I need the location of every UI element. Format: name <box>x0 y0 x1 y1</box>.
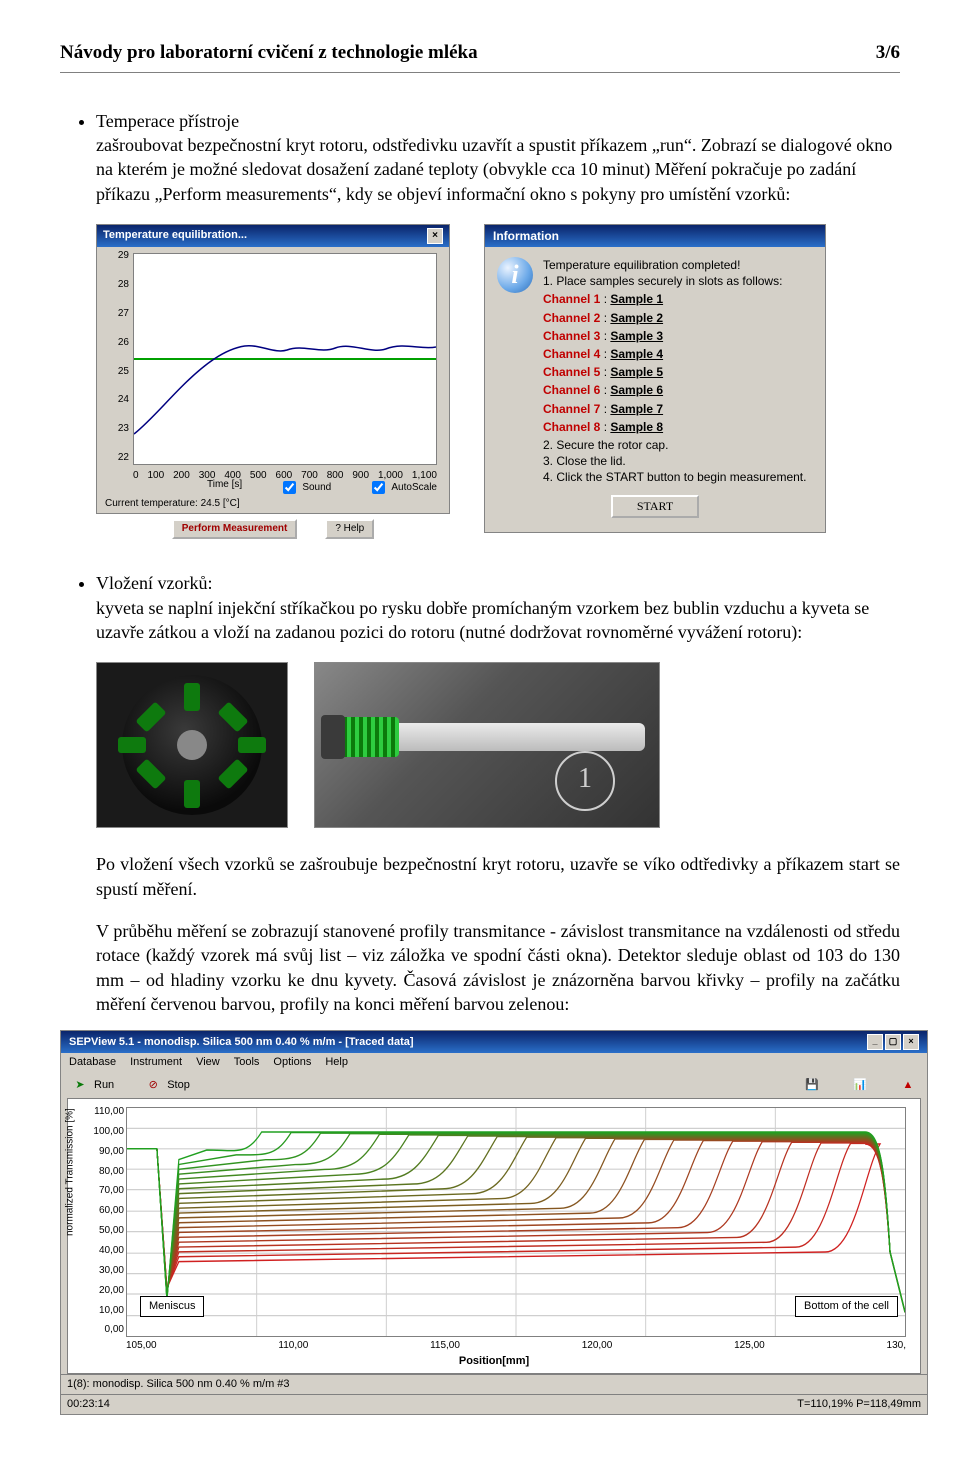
menu-instrument[interactable]: Instrument <box>130 1055 182 1070</box>
graph-red-icon[interactable]: ▲ <box>899 1076 917 1094</box>
menu-options[interactable]: Options <box>273 1055 311 1070</box>
close-icon[interactable]: × <box>903 1034 919 1050</box>
page-number: 3/6 <box>876 40 900 66</box>
menu-view[interactable]: View <box>196 1055 220 1070</box>
sepview-toolbar: ➤Run ⊘Stop 💾 📊 ▲ <box>61 1072 927 1098</box>
save-icon[interactable]: 💾 <box>803 1076 821 1094</box>
sep-status-sample: 1(8): monodisp. Silica 500 nm 0.40 % m/m… <box>61 1374 927 1394</box>
sep-x-label: Position[mm] <box>459 1354 529 1369</box>
channel-line: Channel 7 : Sample 7 <box>543 401 806 417</box>
sep-x-ticks: 105,00 110,00 115,00 120,00 125,00 130, <box>126 1339 906 1353</box>
bullet-title-2: Vložení vzorků: <box>96 573 212 593</box>
chart-x-label: Time [s] <box>207 478 242 497</box>
bullet-body-1: zašroubovat bezpečnostní kryt rotoru, od… <box>96 135 892 204</box>
channel-line: Channel 1 : Sample 1 <box>543 291 806 307</box>
sep-y-ticks: 110,00 100,00 90,00 80,00 70,00 60,00 50… <box>92 1105 124 1337</box>
bullet-title-1: Temperace přístroje <box>96 111 239 131</box>
sepview-title: SEPView 5.1 - monodisp. Silica 500 nm 0.… <box>69 1035 414 1050</box>
info-titlebar: Information <box>485 225 825 247</box>
channel-line: Channel 4 : Sample 4 <box>543 346 806 362</box>
sepview-menu: Database Instrument View Tools Options H… <box>61 1053 927 1072</box>
para-after-photos: Po vložení všech vzorků se zašroubuje be… <box>60 852 900 901</box>
chart-window-title: Temperature equilibration... <box>103 228 247 243</box>
info-step-2: 2. Secure the rotor cap. <box>543 437 806 453</box>
temperature-chart-window: Temperature equilibration... × 29 28 27 … <box>96 224 450 514</box>
channel-line: Channel 3 : Sample 3 <box>543 328 806 344</box>
info-icon: i <box>497 257 533 293</box>
information-dialog: Information i Temperature equilibration … <box>484 224 826 534</box>
cuvette-circle-label: 1 <box>555 751 615 811</box>
sep-status-time: 00:23:14 <box>67 1397 110 1412</box>
para-explain: V průběhu měření se zobrazují stanovené … <box>60 919 900 1016</box>
start-button[interactable]: START <box>611 495 699 518</box>
stop-icon: ⊘ <box>144 1076 162 1094</box>
info-line-completed: Temperature equilibration completed! <box>543 257 806 273</box>
info-line-place: 1. Place samples securely in slots as fo… <box>543 273 806 289</box>
bottom-cell-label: Bottom of the cell <box>795 1296 898 1317</box>
doc-title: Návody pro laboratorní cvičení z technol… <box>60 40 478 66</box>
info-step-4: 4. Click the START button to begin measu… <box>543 469 806 485</box>
perform-measurement-button[interactable]: Perform Measurement <box>172 519 298 539</box>
channel-line: Channel 8 : Sample 8 <box>543 419 806 435</box>
sep-plot-area <box>126 1107 906 1337</box>
header-divider <box>60 72 900 73</box>
minimize-icon[interactable]: _ <box>867 1034 883 1050</box>
bullet-body-2: kyveta se naplní injekční stříkačkou po … <box>96 598 869 642</box>
sep-y-label: normalized Transmission [%] <box>63 1108 77 1236</box>
help-button[interactable]: ? Help <box>325 519 374 539</box>
run-icon: ➤ <box>71 1076 89 1094</box>
channel-line: Channel 2 : Sample 2 <box>543 310 806 326</box>
autoscale-checkbox[interactable] <box>372 481 385 494</box>
channel-line: Channel 6 : Sample 6 <box>543 382 806 398</box>
menu-tools[interactable]: Tools <box>234 1055 260 1070</box>
sepview-window: SEPView 5.1 - monodisp. Silica 500 nm 0.… <box>60 1030 928 1415</box>
rotor-photo <box>96 662 288 828</box>
sound-checkbox[interactable] <box>283 481 296 494</box>
run-button[interactable]: ➤Run <box>71 1076 114 1094</box>
menu-help[interactable]: Help <box>325 1055 348 1070</box>
current-temp-label: Current temperature: 24.5 [°C] <box>105 497 240 511</box>
maximize-icon[interactable]: ▢ <box>885 1034 901 1050</box>
meniscus-label: Meniscus <box>140 1296 204 1317</box>
info-step-3: 3. Close the lid. <box>543 453 806 469</box>
chart-icon[interactable]: 📊 <box>851 1076 869 1094</box>
bullet-temperace: Temperace přístroje zašroubovat bezpečno… <box>96 109 900 206</box>
cuvette-photo: 1 <box>314 662 660 828</box>
chart-y-ticks: 29 28 27 26 25 24 23 22 <box>107 249 129 465</box>
temperature-plot-area <box>133 253 437 465</box>
channel-line: Channel 5 : Sample 5 <box>543 364 806 380</box>
bullet-vlozeni: Vložení vzorků: kyveta se naplní injekčn… <box>96 571 900 644</box>
menu-database[interactable]: Database <box>69 1055 116 1070</box>
stop-button[interactable]: ⊘Stop <box>144 1076 190 1094</box>
sep-status-readout: T=110,19% P=118,49mm <box>797 1397 921 1412</box>
close-icon[interactable]: × <box>427 228 443 244</box>
